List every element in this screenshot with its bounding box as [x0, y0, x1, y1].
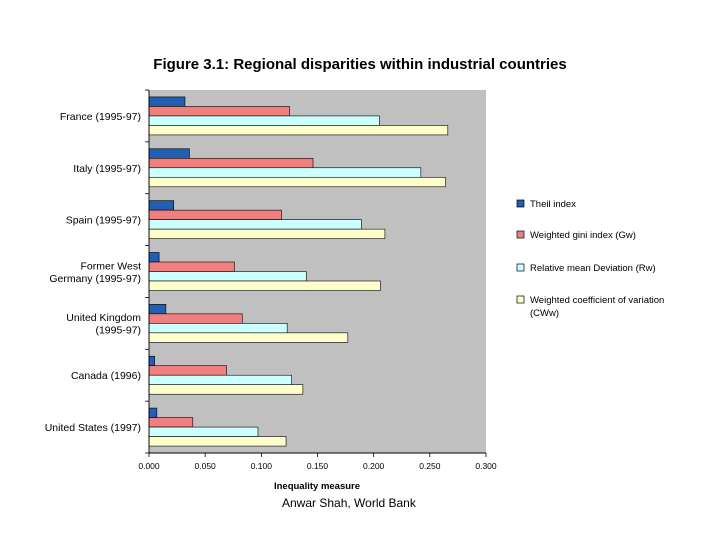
legend-label: Weighted coefficient of variation — [530, 295, 664, 306]
bar — [148, 176, 446, 188]
legend-label: Theil index — [530, 199, 576, 210]
x-tick-label: 0.150 — [307, 461, 329, 471]
x-tick-label: 0.000 — [138, 461, 160, 471]
legend-swatch — [516, 263, 525, 272]
bar — [148, 365, 227, 376]
bar — [148, 209, 282, 220]
category-label: France (1995-97) — [60, 111, 141, 123]
legend: Theil index Weighted gini index (Gw) Relat… — [516, 199, 664, 319]
legend-swatch — [516, 295, 525, 304]
x-tick-labels: 0.000 0.050 0.100 0.150 0.200 0.250 0.300 — [138, 461, 497, 471]
bars-layer — [148, 96, 449, 447]
bar — [148, 219, 362, 230]
bar — [148, 228, 386, 239]
bar — [148, 374, 292, 386]
bar — [148, 261, 235, 272]
bar — [148, 106, 290, 117]
category-label: United States (1997) — [45, 422, 141, 434]
bar — [148, 304, 167, 315]
category-label: Italy (1995-97) — [73, 163, 141, 175]
bar — [148, 384, 304, 395]
x-tick-label: 0.300 — [475, 461, 497, 471]
category-label: United Kingdom — [66, 312, 141, 324]
bar — [148, 332, 349, 343]
category-label: (1995-97) — [95, 325, 141, 337]
source-caption: Anwar Shah, World Bank — [282, 496, 416, 510]
bar — [148, 313, 243, 324]
category-label: Germany (1995-97) — [49, 273, 141, 285]
x-axis-title: Inequality measure — [274, 481, 360, 492]
legend-label: Weighted gini index (Gw) — [530, 230, 636, 241]
x-tick-label: 0.100 — [251, 461, 273, 471]
bar — [148, 426, 259, 437]
bar — [148, 125, 449, 136]
category-labels: France (1995-97) Italy (1995-97) Spain (19… — [45, 111, 142, 434]
legend-label: Relative mean Deviation (Rw) — [530, 263, 656, 274]
bar — [148, 417, 194, 428]
category-label: Canada (1996) — [71, 370, 141, 382]
bar — [148, 323, 288, 334]
bar — [148, 115, 380, 126]
bar — [148, 436, 287, 447]
bar — [148, 157, 314, 169]
bar — [148, 271, 307, 282]
bar — [148, 96, 186, 107]
x-tick-label: 0.200 — [363, 461, 385, 471]
legend-swatch — [516, 199, 525, 208]
chart-title: Figure 3.1: Regional disparities within … — [153, 56, 566, 73]
bar — [148, 407, 158, 418]
category-label: Former West — [81, 260, 142, 272]
legend-label: (CWw) — [530, 308, 559, 319]
bar — [148, 200, 175, 211]
axis-layer — [145, 89, 487, 457]
bar — [148, 252, 160, 263]
category-label: Spain (1995-97) — [66, 215, 141, 227]
x-tick-label: 0.050 — [195, 461, 217, 471]
bar — [148, 167, 422, 178]
bar — [148, 355, 155, 367]
legend-swatch — [516, 230, 525, 239]
bar — [148, 280, 381, 291]
bar — [148, 148, 190, 159]
x-tick-label: 0.250 — [419, 461, 441, 471]
